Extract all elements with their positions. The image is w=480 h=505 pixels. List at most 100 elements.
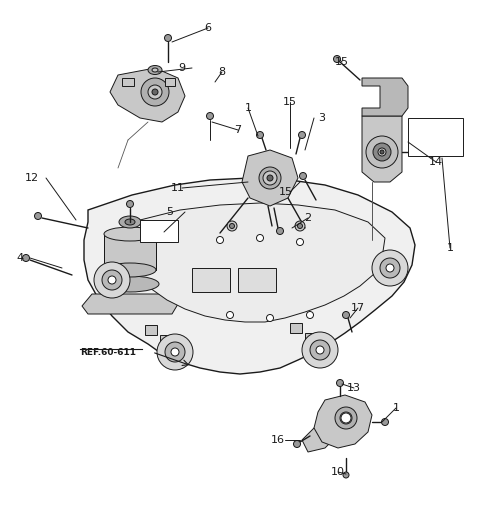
Circle shape <box>227 312 233 319</box>
Circle shape <box>141 78 169 106</box>
Bar <box>145 325 157 335</box>
Bar <box>290 323 302 333</box>
Circle shape <box>334 56 340 63</box>
Circle shape <box>382 419 388 426</box>
Ellipse shape <box>340 412 352 424</box>
Circle shape <box>307 312 313 319</box>
Circle shape <box>293 440 300 447</box>
Ellipse shape <box>119 216 141 228</box>
Polygon shape <box>314 395 372 448</box>
Circle shape <box>299 131 305 138</box>
Text: 7: 7 <box>234 125 241 135</box>
Circle shape <box>256 234 264 241</box>
Bar <box>160 335 172 345</box>
Bar <box>165 78 175 86</box>
Ellipse shape <box>298 224 302 228</box>
Polygon shape <box>362 116 402 182</box>
Circle shape <box>216 236 224 243</box>
Bar <box>101 270 159 284</box>
Circle shape <box>302 332 338 368</box>
Text: 10: 10 <box>331 467 345 477</box>
Text: 1: 1 <box>393 403 399 413</box>
Circle shape <box>297 238 303 245</box>
Text: 1: 1 <box>244 103 252 113</box>
Bar <box>238 268 276 292</box>
Ellipse shape <box>267 175 273 181</box>
Circle shape <box>276 227 284 234</box>
Ellipse shape <box>380 150 384 154</box>
Circle shape <box>157 334 193 370</box>
Text: 13: 13 <box>347 383 361 393</box>
Text: 8: 8 <box>218 67 226 77</box>
Circle shape <box>420 148 427 156</box>
Text: 3: 3 <box>319 113 325 123</box>
Ellipse shape <box>148 66 162 75</box>
Circle shape <box>23 255 29 262</box>
Ellipse shape <box>125 219 135 225</box>
Polygon shape <box>110 68 185 122</box>
Circle shape <box>266 315 274 322</box>
Circle shape <box>316 346 324 354</box>
Circle shape <box>102 270 122 290</box>
Circle shape <box>300 173 307 179</box>
Ellipse shape <box>259 167 281 189</box>
Text: 2: 2 <box>304 213 312 223</box>
Polygon shape <box>125 203 385 322</box>
Ellipse shape <box>263 171 277 185</box>
Ellipse shape <box>295 221 305 231</box>
Text: 9: 9 <box>179 63 186 73</box>
Polygon shape <box>362 78 408 116</box>
Circle shape <box>148 85 162 99</box>
Text: 17: 17 <box>351 303 365 313</box>
Ellipse shape <box>229 224 235 228</box>
Circle shape <box>336 379 344 386</box>
Polygon shape <box>242 150 298 206</box>
Circle shape <box>165 34 171 41</box>
Ellipse shape <box>373 143 391 161</box>
Text: 1: 1 <box>446 243 454 253</box>
Bar <box>305 333 317 343</box>
Bar <box>192 268 230 292</box>
Ellipse shape <box>335 407 357 429</box>
Polygon shape <box>84 178 415 374</box>
Circle shape <box>380 258 400 278</box>
Circle shape <box>127 200 133 208</box>
Circle shape <box>310 340 330 360</box>
Text: REF.60-611: REF.60-611 <box>80 348 136 357</box>
Polygon shape <box>302 428 335 452</box>
Circle shape <box>171 348 179 356</box>
Bar <box>140 220 178 242</box>
Ellipse shape <box>378 148 386 156</box>
Text: 15: 15 <box>283 97 297 107</box>
Circle shape <box>35 213 41 220</box>
Circle shape <box>343 472 349 478</box>
Circle shape <box>386 264 394 272</box>
Circle shape <box>206 113 214 120</box>
Text: 16: 16 <box>271 435 285 445</box>
Circle shape <box>152 89 158 95</box>
Ellipse shape <box>152 68 158 72</box>
Text: 4: 4 <box>16 253 24 263</box>
Circle shape <box>165 342 185 362</box>
Text: 14: 14 <box>429 157 443 167</box>
Bar <box>408 118 463 156</box>
Circle shape <box>108 276 116 284</box>
Bar <box>104 234 156 270</box>
Text: 12: 12 <box>25 173 39 183</box>
Text: 6: 6 <box>204 23 212 33</box>
Text: 15: 15 <box>279 187 293 197</box>
Ellipse shape <box>104 263 156 277</box>
Circle shape <box>343 312 349 319</box>
Polygon shape <box>82 294 178 314</box>
Ellipse shape <box>366 136 398 168</box>
Text: 15: 15 <box>335 57 349 67</box>
Text: 5: 5 <box>167 207 173 217</box>
Circle shape <box>341 413 351 423</box>
Circle shape <box>372 250 408 286</box>
Ellipse shape <box>104 227 156 241</box>
Ellipse shape <box>227 221 237 231</box>
Ellipse shape <box>101 276 159 292</box>
Text: 11: 11 <box>171 183 185 193</box>
Circle shape <box>256 131 264 138</box>
Bar <box>122 78 134 86</box>
